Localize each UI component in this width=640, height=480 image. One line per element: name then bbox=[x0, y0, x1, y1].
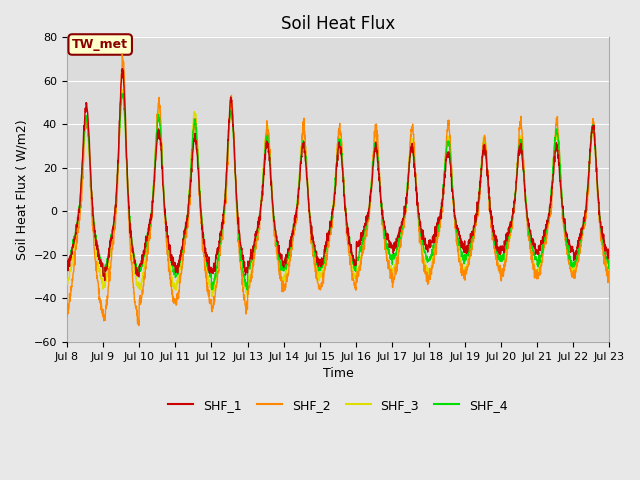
SHF_3 bbox=[244, 294, 252, 300]
SHF_3 bbox=[496, 265, 504, 271]
SHF_1 bbox=[558, 201, 566, 206]
Text: TW_met: TW_met bbox=[72, 38, 128, 51]
SHF_3 bbox=[366, 198, 374, 204]
SHF_4 bbox=[496, 258, 504, 264]
Line: SHF_2: SHF_2 bbox=[67, 54, 609, 325]
Y-axis label: Soil Heat Flux ( W/m2): Soil Heat Flux ( W/m2) bbox=[15, 120, 28, 260]
SHF_3 bbox=[573, 261, 581, 267]
SHF_1 bbox=[101, 278, 109, 284]
SHF_2 bbox=[573, 264, 581, 270]
SHF_4 bbox=[214, 249, 222, 254]
SHF_2 bbox=[366, 205, 374, 211]
SHF_3 bbox=[558, 198, 566, 204]
Line: SHF_1: SHF_1 bbox=[67, 69, 609, 281]
SHF_1 bbox=[573, 244, 581, 250]
Legend: SHF_1, SHF_2, SHF_3, SHF_4: SHF_1, SHF_2, SHF_3, SHF_4 bbox=[163, 394, 513, 417]
SHF_3 bbox=[63, 274, 70, 280]
SHF_4 bbox=[244, 287, 252, 293]
SHF_2 bbox=[135, 323, 143, 328]
SHF_1 bbox=[605, 256, 613, 262]
SHF_2 bbox=[118, 51, 126, 57]
SHF_1 bbox=[119, 66, 127, 72]
SHF_3 bbox=[605, 274, 613, 280]
Line: SHF_3: SHF_3 bbox=[67, 90, 609, 297]
SHF_3 bbox=[355, 267, 362, 273]
SHF_3 bbox=[119, 87, 127, 93]
SHF_2 bbox=[355, 272, 362, 277]
SHF_4 bbox=[355, 255, 362, 261]
SHF_1 bbox=[63, 259, 70, 264]
SHF_1 bbox=[496, 249, 504, 254]
SHF_4 bbox=[558, 192, 566, 198]
SHF_2 bbox=[215, 267, 223, 273]
SHF_4 bbox=[118, 91, 126, 96]
Line: SHF_4: SHF_4 bbox=[67, 94, 609, 290]
SHF_4 bbox=[605, 264, 613, 269]
SHF_1 bbox=[215, 246, 223, 252]
X-axis label: Time: Time bbox=[323, 367, 353, 380]
SHF_4 bbox=[63, 261, 70, 266]
SHF_1 bbox=[366, 193, 374, 199]
SHF_4 bbox=[366, 193, 374, 199]
SHF_3 bbox=[214, 254, 222, 260]
SHF_2 bbox=[496, 262, 504, 268]
Title: Soil Heat Flux: Soil Heat Flux bbox=[281, 15, 396, 33]
SHF_2 bbox=[605, 278, 613, 284]
SHF_4 bbox=[573, 256, 581, 262]
SHF_2 bbox=[63, 308, 70, 313]
SHF_2 bbox=[558, 195, 566, 201]
SHF_1 bbox=[355, 242, 362, 248]
